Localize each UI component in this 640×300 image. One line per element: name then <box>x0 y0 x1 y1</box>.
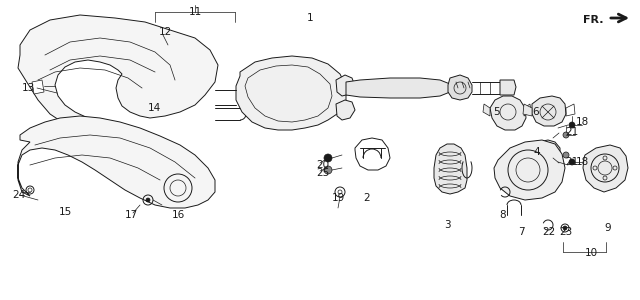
Polygon shape <box>448 75 472 100</box>
Text: 18: 18 <box>576 117 589 127</box>
Polygon shape <box>494 140 565 200</box>
Text: FR.: FR. <box>582 15 603 25</box>
Polygon shape <box>32 80 44 94</box>
Circle shape <box>563 226 567 230</box>
Polygon shape <box>490 96 526 130</box>
Polygon shape <box>524 104 531 116</box>
Text: 12: 12 <box>158 27 172 37</box>
Polygon shape <box>18 15 218 132</box>
Text: 16: 16 <box>172 210 184 220</box>
Text: 21: 21 <box>565 127 579 137</box>
Text: 18: 18 <box>576 157 589 167</box>
Text: 8: 8 <box>500 210 506 220</box>
Text: 5: 5 <box>493 107 500 117</box>
Text: 19: 19 <box>332 193 344 203</box>
Text: 6: 6 <box>532 107 540 117</box>
Polygon shape <box>18 116 215 208</box>
Polygon shape <box>583 145 628 192</box>
Circle shape <box>563 132 569 138</box>
Polygon shape <box>500 80 516 95</box>
Polygon shape <box>336 100 355 120</box>
Text: 4: 4 <box>534 147 540 157</box>
Polygon shape <box>434 144 467 194</box>
Text: 25: 25 <box>316 168 329 178</box>
Text: 1: 1 <box>307 13 314 23</box>
Text: 13: 13 <box>22 83 35 93</box>
Text: 3: 3 <box>444 220 451 230</box>
Circle shape <box>324 166 332 174</box>
Text: 21: 21 <box>565 157 579 167</box>
Text: 24: 24 <box>12 190 25 200</box>
Polygon shape <box>532 96 566 126</box>
Circle shape <box>569 122 575 128</box>
Text: 14: 14 <box>148 103 161 113</box>
Text: 15: 15 <box>58 207 72 217</box>
Text: 17: 17 <box>125 210 138 220</box>
Text: 11: 11 <box>188 7 202 17</box>
Circle shape <box>569 159 575 165</box>
Text: 22: 22 <box>542 227 556 237</box>
Circle shape <box>146 198 150 202</box>
Text: 23: 23 <box>559 227 573 237</box>
Circle shape <box>563 152 569 158</box>
Polygon shape <box>336 75 355 96</box>
Polygon shape <box>530 140 560 166</box>
Text: 10: 10 <box>584 248 598 258</box>
Text: 7: 7 <box>518 227 524 237</box>
Polygon shape <box>346 78 450 98</box>
Text: 2: 2 <box>364 193 371 203</box>
Circle shape <box>324 154 332 162</box>
Polygon shape <box>483 104 490 116</box>
Polygon shape <box>523 104 532 116</box>
Text: 20: 20 <box>316 160 329 170</box>
Polygon shape <box>236 56 346 130</box>
Text: 9: 9 <box>605 223 611 233</box>
